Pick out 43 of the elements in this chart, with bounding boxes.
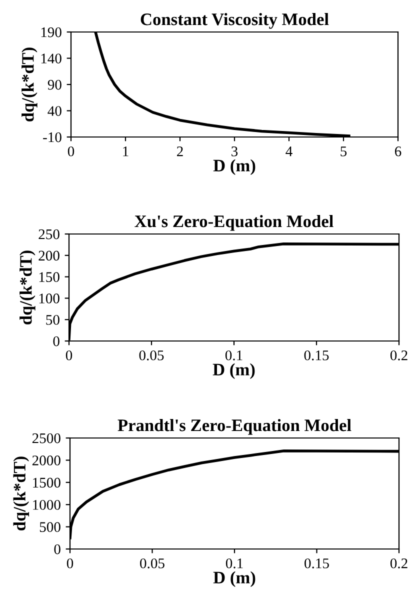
y-tick-label: 40 <box>48 106 62 116</box>
x-tick-label: 0.05 <box>140 558 164 568</box>
chart-title: Prandtl's Zero-Equation Model <box>118 419 352 435</box>
y-tick-label: -10 <box>43 132 62 142</box>
x-tick-label: 0.1 <box>225 350 242 360</box>
x-tick-label: 6 <box>394 146 402 156</box>
x-tick-label: 2 <box>176 146 183 156</box>
y-axis-title: dq/(k*dT) <box>13 456 30 530</box>
chart-title: Xu's Zero-Equation Model <box>134 215 334 231</box>
x-tick-label: 0 <box>66 558 74 568</box>
x-tick-label: 1 <box>123 146 128 156</box>
y-tick-label: 0 <box>53 336 60 346</box>
y-tick-label: 2500 <box>32 433 60 444</box>
y-tick-label: 0 <box>54 544 60 554</box>
x-tick-label: 0.2 <box>390 350 408 360</box>
x-tick-label: 0.2 <box>390 558 408 568</box>
y-tick-label: 200 <box>38 250 60 261</box>
y-tick-label: 100 <box>39 294 60 304</box>
x-tick-label: 0.15 <box>304 558 329 568</box>
y-axis-title: dq/(k*dT) <box>22 48 38 122</box>
chart-title: Constant Viscosity Model <box>140 13 329 29</box>
x-tick-label: 0.05 <box>139 350 164 360</box>
y-tick-label: 1000 <box>33 500 60 510</box>
x-tick-label: 0.1 <box>226 558 243 568</box>
y-tick-label: 150 <box>39 272 60 282</box>
x-tick-label: 0.15 <box>304 350 329 360</box>
y-axis-title: dq/(k*dT) <box>20 250 36 324</box>
x-tick-label: 0 <box>66 350 72 360</box>
x-axis-title: D (m) <box>212 363 255 379</box>
x-tick-label: 5 <box>340 146 347 156</box>
x-tick-label: 0 <box>68 146 74 156</box>
x-tick-label: 3 <box>232 146 238 156</box>
x-axis-title: D (m) <box>213 571 256 587</box>
y-tick-label: 140 <box>41 54 62 64</box>
y-tick-label: 2000 <box>32 456 60 466</box>
y-tick-label: 1500 <box>33 478 60 488</box>
y-tick-label: 190 <box>41 27 62 38</box>
x-tick-label: 4 <box>286 146 292 156</box>
x-axis-title: D (m) <box>213 159 256 175</box>
y-tick-label: 90 <box>48 80 62 90</box>
y-tick-label: 50 <box>46 314 60 325</box>
y-tick-label: 500 <box>40 522 60 532</box>
y-tick-label: 250 <box>38 229 60 240</box>
